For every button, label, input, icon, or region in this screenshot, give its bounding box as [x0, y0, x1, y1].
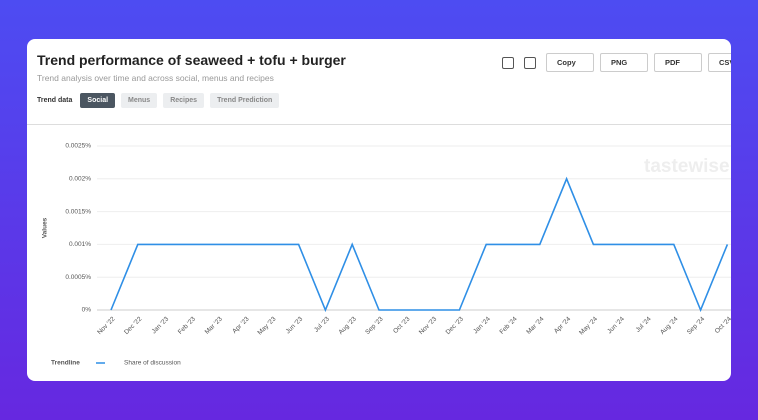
- line: [110, 176, 729, 313]
- y-tick-label: 0.001%: [69, 241, 91, 248]
- tab[interactable]: Social: [80, 93, 116, 108]
- x-tick-label: Apr '23: [231, 315, 251, 335]
- tab[interactable]: Recipes: [163, 93, 205, 108]
- x-tick-label: Mar '23: [204, 315, 224, 335]
- x-tick-label: Aug '24: [659, 315, 680, 336]
- x-tick-label: Nov '23: [418, 315, 439, 336]
- button[interactable]: CSV: [708, 53, 731, 72]
- y-tick-label: 0.0015%: [65, 208, 91, 215]
- y-tick-label: 0.0005%: [65, 274, 91, 281]
- y-tick-label: 0.0025%: [65, 143, 91, 150]
- card: Trend performance of seaweed + tofu + bu…: [27, 39, 731, 381]
- y-axis-label: Values: [42, 217, 49, 238]
- divider: [27, 124, 731, 125]
- x-tick-label: Feb '23: [177, 315, 197, 335]
- image-icon[interactable]: [524, 56, 536, 69]
- x-tick-label: Jun '23: [285, 315, 305, 335]
- x-tick-label: Nov '22: [96, 315, 117, 336]
- button[interactable]: Copy: [546, 53, 594, 72]
- tabs: Trend data Social Menus Recipes Trend Pr…: [37, 93, 280, 108]
- title: Trend performance of seaweed + tofu + bu…: [37, 52, 346, 68]
- legend-title: Trendline: [51, 360, 80, 367]
- comment-icon[interactable]: [502, 56, 514, 69]
- x-tick-label: May '24: [578, 315, 599, 336]
- x-tick-label: Jan '23: [151, 315, 171, 335]
- x-tick-label: Dec '22: [123, 315, 144, 336]
- watermark: tastewise: [644, 156, 730, 177]
- x-tick-label: Jul '24: [635, 315, 653, 333]
- x-tick-label: Oct '24: [714, 315, 731, 335]
- y-tick-label: 0%: [82, 307, 92, 314]
- x-tick-label: Jan '24: [472, 315, 492, 335]
- y-tick-label: 0.002%: [69, 176, 91, 183]
- x-tick-label: Feb '24: [498, 315, 518, 335]
- x-tick-label: Sep '24: [686, 315, 707, 336]
- chart: tastewise Values Trendline 0% 0.0005% 0.00…: [42, 143, 731, 367]
- x-tick-label: May '23: [257, 315, 278, 336]
- tab[interactable]: Menus: [121, 93, 158, 108]
- legend-label: Share of discussion: [124, 360, 181, 367]
- button[interactable]: PNG: [600, 53, 648, 72]
- toolbar: Copy PNG PDF CSV: [502, 53, 731, 72]
- x-tick-label: Jun '24: [606, 315, 626, 335]
- button[interactable]: PDF: [654, 53, 702, 72]
- tabs-label: Trend data: [37, 97, 73, 104]
- x-tick-label: Aug '23: [337, 315, 358, 336]
- x-tick-label: Mar '24: [525, 315, 545, 335]
- x-tick-label: Oct '23: [392, 315, 412, 335]
- x-tick-label: Sep '23: [364, 315, 385, 336]
- subtitle: Trend analysis over time and across soci…: [37, 73, 274, 83]
- tab[interactable]: Trend Prediction: [210, 93, 280, 108]
- x-tick-label: Apr '24: [553, 315, 573, 335]
- x-tick-label: Jul '23: [313, 315, 331, 333]
- x-tick-label: Dec '23: [445, 315, 466, 336]
